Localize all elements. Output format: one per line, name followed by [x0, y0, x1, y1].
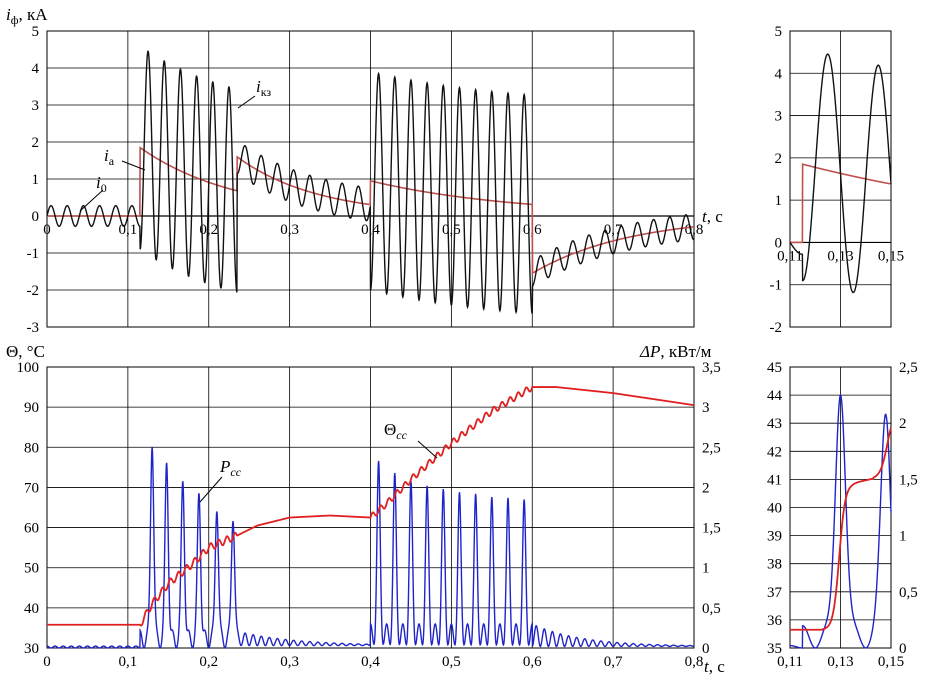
y-right-tick-label: 0: [702, 641, 710, 657]
x-tick-label: 0,1: [119, 222, 138, 238]
x-tick-label: 0,11: [777, 654, 803, 670]
y-tick-label: 37: [767, 585, 783, 601]
y-tick-label: 36: [767, 613, 783, 629]
bottom-ylabel-right: ΔP, кВт/м: [639, 342, 712, 361]
x-tick-label: 0,1: [119, 654, 138, 670]
y-right-tick-label: 0,5: [899, 585, 918, 601]
bottom-xlabel: t, с: [704, 657, 725, 676]
y-tick-label: 5: [32, 24, 40, 40]
y-tick-label: 5: [775, 24, 783, 40]
y-tick-label: 80: [24, 440, 39, 456]
y-tick-label: 0: [32, 209, 40, 225]
zoom-series-theta-cc: [790, 427, 892, 631]
y-right-tick-label: 1,5: [702, 521, 721, 537]
svg-text:Pcc: Pcc: [219, 457, 242, 479]
series-i-kz: [46, 50, 695, 315]
bottom-zoom-chart: 0,11 0,13 0,15 35 36 37 38 39 40 41 42 43 44 45 0 0,5 1 1…: [767, 360, 918, 670]
x-tick-label: 0,8: [685, 222, 704, 238]
svg-text:iа: iа: [104, 146, 115, 168]
top-xlabel: t, с: [702, 207, 723, 226]
y-tick-label: -2: [27, 283, 40, 299]
y-right-tick-label: 2,5: [702, 440, 721, 456]
x-tick-label: 0,13: [827, 654, 853, 670]
series-p-cc: [46, 447, 695, 649]
y-tick-label: 35: [767, 641, 782, 657]
y-right-tick-label: 2: [702, 480, 710, 496]
y-tick-label: 100: [17, 360, 40, 376]
y-right-tick-label: 2: [899, 416, 907, 432]
label-i-a: iа: [104, 146, 146, 171]
y-right-tick-label: 0,5: [702, 601, 721, 617]
x-tick-label: 0,3: [280, 222, 299, 238]
y-tick-label: 41: [767, 472, 782, 488]
y-tick-label: 3: [32, 98, 40, 114]
x-tick-label: 0,7: [604, 222, 623, 238]
x-tick-label: 0,13: [827, 248, 853, 264]
x-tick-label: 0,7: [604, 654, 623, 670]
y-tick-label: 38: [767, 557, 782, 573]
y-tick-label: 2: [32, 135, 40, 151]
label-i-0: i0: [79, 173, 107, 212]
y-tick-label: 90: [24, 400, 39, 416]
y-right-tick-label: 3: [702, 400, 710, 416]
y-tick-label: 0: [775, 235, 783, 251]
y-tick-label: 60: [24, 521, 39, 537]
bottom-ylabel-left: Θ, °С: [6, 342, 45, 361]
y-right-tick-label: 3,5: [702, 360, 721, 376]
y-tick-label: 44: [767, 388, 783, 404]
y-tick-label: 4: [32, 61, 40, 77]
x-tick-label: 0,4: [361, 654, 380, 670]
y-tick-label: 40: [767, 501, 782, 517]
x-tick-label: 0,15: [878, 654, 904, 670]
y-tick-label: 42: [767, 444, 782, 460]
y-tick-label: 3: [775, 109, 783, 125]
x-tick-label: 0,11: [777, 248, 803, 264]
zoom-series-p-cc: [790, 394, 892, 649]
top-zoom-chart: 0,11 0,13 0,15 -2 -1 0 1 2 3 4 5: [770, 24, 905, 336]
x-tick-label: 0: [43, 654, 51, 670]
y-tick-label: 30: [24, 641, 39, 657]
y-tick-label: 43: [767, 416, 782, 432]
x-tick-label: 0: [43, 222, 51, 238]
series-i-a: [47, 146, 695, 275]
x-tick-label: 0,5: [442, 222, 461, 238]
y-tick-label: 4: [775, 66, 783, 82]
top-ylabel: iф, кА: [6, 5, 48, 27]
x-tick-label: 0,2: [199, 654, 218, 670]
x-tick-label: 0,8: [685, 654, 704, 670]
svg-text:i0: i0: [96, 173, 107, 195]
y-tick-label: 2: [775, 151, 783, 167]
series-theta-cc: [47, 386, 695, 627]
y-tick-label: -1: [27, 246, 40, 262]
x-tick-label: 0,2: [199, 222, 218, 238]
y-tick-label: 50: [24, 561, 39, 577]
y-right-tick-label: 1: [702, 561, 710, 577]
x-tick-label: 0,6: [523, 654, 542, 670]
zoom-series-i-kz: [789, 53, 892, 294]
y-right-tick-label: 1: [899, 529, 907, 545]
y-tick-label: -1: [770, 278, 783, 294]
y-tick-label: 70: [24, 480, 39, 496]
y-right-tick-label: 0: [899, 641, 907, 657]
y-tick-label: -3: [27, 320, 40, 336]
x-tick-label: 0,5: [442, 654, 461, 670]
y-tick-label: 40: [24, 601, 39, 617]
label-theta-cc: Θcc: [384, 420, 438, 459]
x-tick-label: 0,3: [280, 654, 299, 670]
y-tick-label: 1: [775, 193, 783, 209]
x-tick-label: 0,15: [878, 248, 904, 264]
y-tick-label: 45: [767, 360, 782, 376]
y-tick-label: 1: [32, 172, 40, 188]
y-right-tick-label: 2,5: [899, 360, 918, 376]
label-p-cc: Pcc: [199, 457, 242, 503]
svg-text:Θcc: Θcc: [384, 420, 408, 442]
bottom-main-chart: 0 0,1 0,2 0,3 0,4 0,5 0,6 0,7 0,8304050607080901…: [17, 360, 721, 670]
svg-text:iкз: iкз: [256, 77, 271, 99]
y-tick-label: 39: [767, 529, 782, 545]
y-right-tick-label: 1,5: [899, 472, 918, 488]
label-i-kz: iкз: [237, 77, 271, 109]
y-tick-label: -2: [770, 320, 783, 336]
